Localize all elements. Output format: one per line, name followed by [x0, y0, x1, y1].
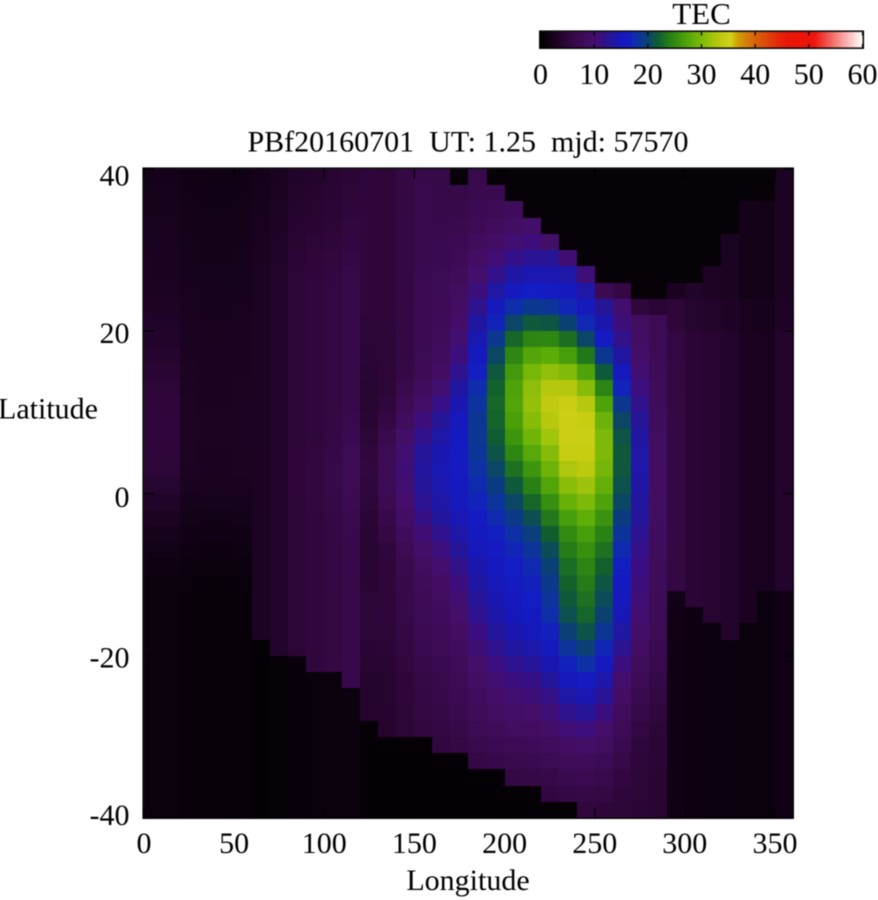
svg-text:0: 0 [115, 481, 130, 514]
svg-text:0: 0 [137, 827, 152, 860]
svg-text:20: 20 [633, 58, 663, 91]
svg-text:0: 0 [533, 58, 548, 91]
svg-text:-20: -20 [90, 642, 130, 675]
svg-text:-40: -40 [90, 799, 130, 832]
svg-text:10: 10 [579, 58, 609, 91]
svg-text:100: 100 [302, 827, 347, 860]
svg-text:250: 250 [572, 827, 617, 860]
svg-text:Latitude: Latitude [0, 392, 98, 425]
svg-text:350: 350 [753, 827, 798, 860]
svg-text:300: 300 [662, 827, 707, 860]
svg-text:20: 20 [100, 317, 130, 350]
svg-text:TEC: TEC [672, 0, 731, 31]
svg-text:PBf20160701 UT: 1.25 mjd: 57: PBf20160701 UT: 1.25 mjd: 57570 [247, 126, 688, 159]
svg-text:30: 30 [687, 58, 717, 91]
svg-text:150: 150 [392, 827, 437, 860]
svg-text:40: 40 [740, 58, 770, 91]
svg-text:200: 200 [482, 827, 527, 860]
svg-text:50: 50 [794, 58, 824, 91]
svg-text:60: 60 [848, 58, 878, 91]
svg-text:50: 50 [219, 827, 249, 860]
svg-text:Longitude: Longitude [406, 864, 529, 897]
svg-text:40: 40 [100, 160, 130, 193]
